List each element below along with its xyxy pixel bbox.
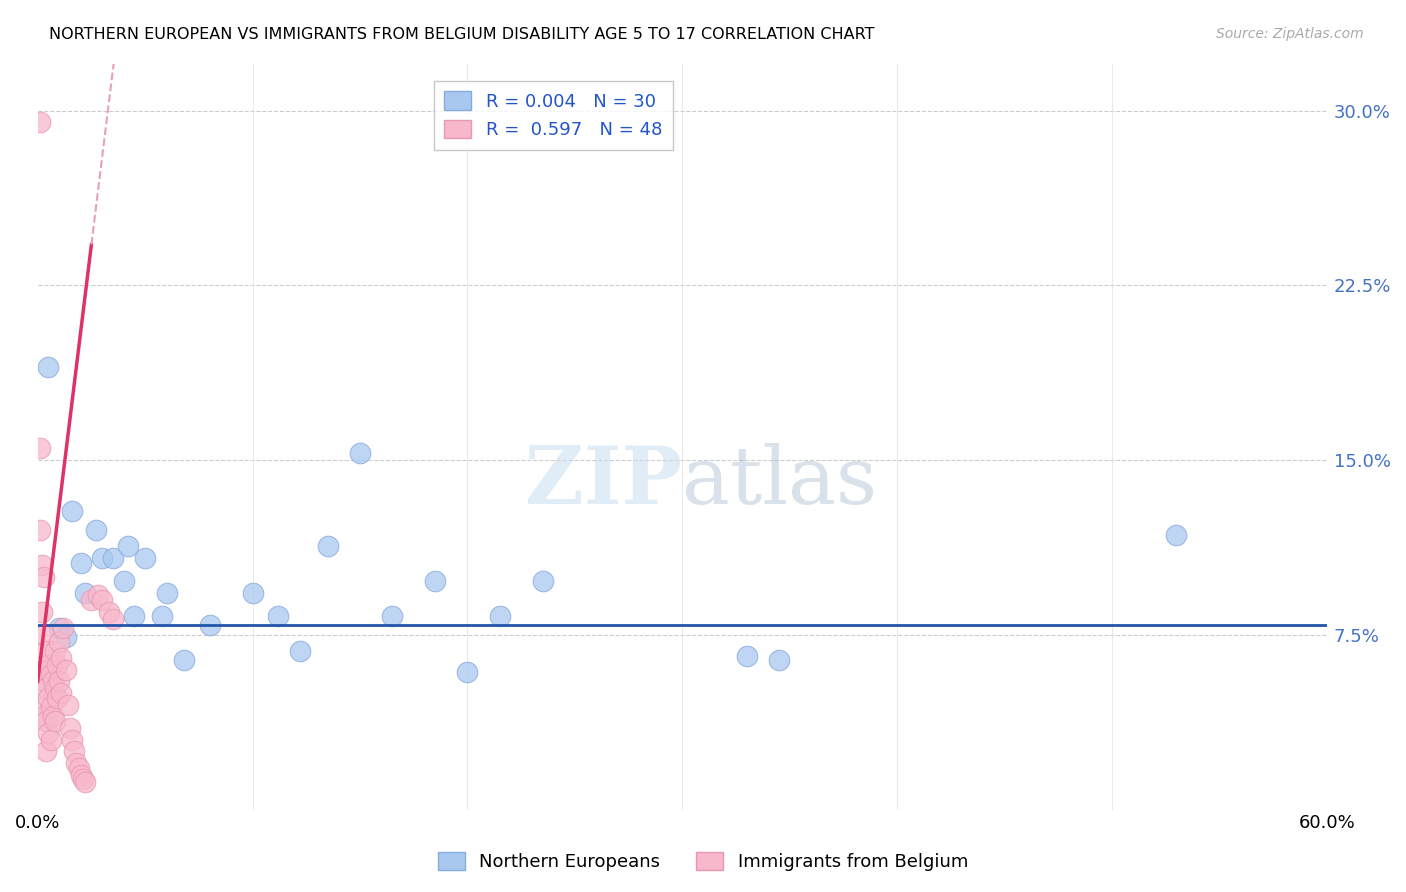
- Point: [39, 667, 62, 681]
- Text: atlas: atlas: [682, 442, 877, 521]
- Point: [46, 690, 69, 705]
- Point: [1166, 527, 1188, 541]
- Point: [44, 681, 66, 696]
- Point: [117, 539, 139, 553]
- Point: [37, 690, 59, 705]
- Point: [31, 605, 53, 619]
- Point: [267, 609, 290, 624]
- Point: [87, 588, 110, 602]
- Text: Source: ZipAtlas.com: Source: ZipAtlas.com: [1216, 27, 1364, 41]
- Point: [37, 359, 59, 374]
- Text: NORTHERN EUROPEAN VS IMMIGRANTS FROM BELGIUM DISABILITY AGE 5 TO 17 CORRELATION : NORTHERN EUROPEAN VS IMMIGRANTS FROM BEL…: [49, 27, 875, 42]
- Point: [28, 523, 51, 537]
- Point: [84, 523, 107, 537]
- Point: [124, 609, 146, 624]
- Point: [72, 772, 94, 787]
- Point: [173, 653, 195, 667]
- Point: [155, 586, 177, 600]
- Point: [423, 574, 446, 589]
- Point: [735, 648, 758, 663]
- Point: [349, 446, 371, 460]
- Point: [91, 593, 114, 607]
- Point: [35, 744, 58, 758]
- Point: [134, 550, 156, 565]
- Point: [48, 635, 70, 649]
- Text: ZIP: ZIP: [526, 442, 682, 521]
- Point: [28, 442, 51, 456]
- Point: [37, 725, 59, 739]
- Point: [80, 593, 103, 607]
- Point: [42, 709, 65, 723]
- Legend: R = 0.004   N = 30, R =  0.597   N = 48: R = 0.004 N = 30, R = 0.597 N = 48: [433, 80, 673, 150]
- Point: [37, 658, 59, 673]
- Point: [381, 609, 404, 624]
- Point: [32, 709, 55, 723]
- Point: [242, 586, 264, 600]
- Point: [73, 774, 96, 789]
- Point: [288, 644, 311, 658]
- Point: [51, 686, 73, 700]
- Point: [67, 761, 90, 775]
- Point: [52, 621, 75, 635]
- Point: [42, 674, 65, 689]
- Point: [456, 665, 478, 679]
- Point: [531, 574, 554, 589]
- Point: [101, 611, 124, 625]
- Point: [101, 550, 124, 565]
- Point: [31, 558, 53, 572]
- Point: [32, 674, 55, 689]
- Point: [48, 674, 70, 689]
- Point: [768, 653, 790, 667]
- Point: [112, 574, 135, 589]
- Point: [39, 732, 62, 747]
- Point: [63, 744, 86, 758]
- Point: [59, 721, 82, 735]
- Point: [35, 644, 58, 658]
- Point: [28, 115, 51, 129]
- Point: [60, 732, 83, 747]
- Point: [91, 550, 114, 565]
- Point: [51, 651, 73, 665]
- Point: [69, 556, 91, 570]
- Point: [35, 714, 58, 728]
- Point: [55, 663, 77, 677]
- Point: [31, 663, 53, 677]
- Point: [488, 609, 510, 624]
- Point: [35, 681, 58, 696]
- Point: [69, 767, 91, 781]
- Point: [198, 618, 221, 632]
- Point: [44, 714, 66, 728]
- Point: [65, 756, 87, 770]
- Point: [39, 700, 62, 714]
- Point: [60, 504, 83, 518]
- Point: [150, 609, 173, 624]
- Point: [56, 698, 79, 712]
- Point: [97, 605, 120, 619]
- Point: [32, 569, 55, 583]
- Point: [32, 628, 55, 642]
- Point: [46, 658, 69, 673]
- Point: [44, 644, 66, 658]
- Point: [73, 586, 96, 600]
- Point: [316, 539, 339, 553]
- Legend: Northern Europeans, Immigrants from Belgium: Northern Europeans, Immigrants from Belg…: [430, 845, 976, 879]
- Point: [55, 630, 77, 644]
- Point: [48, 621, 70, 635]
- Point: [31, 698, 53, 712]
